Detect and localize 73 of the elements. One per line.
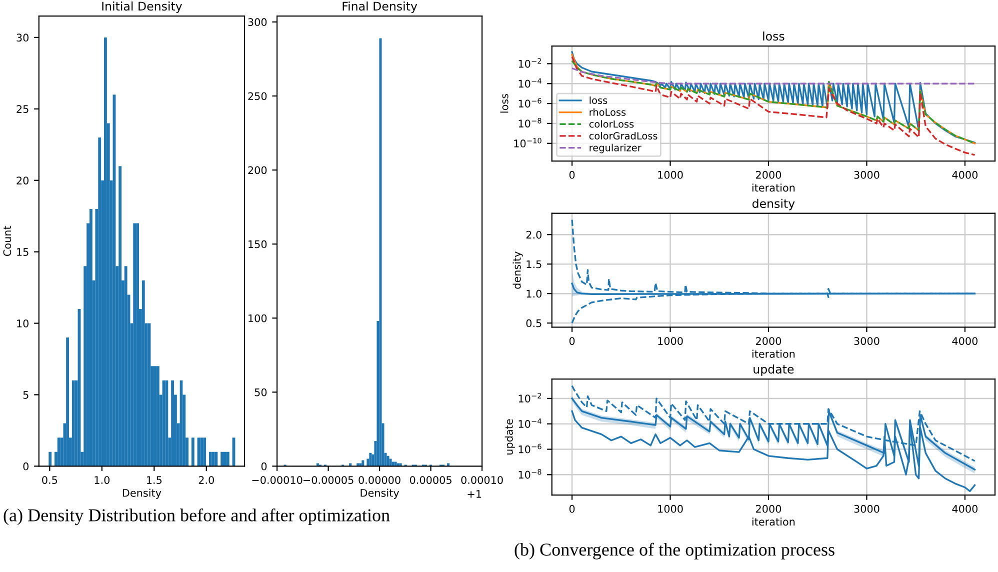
y-tick-label: 5 xyxy=(23,391,28,399)
x-tick-label: 2000 xyxy=(756,337,782,345)
y-tick-label: 10$^{−4}$ xyxy=(518,78,542,88)
x-tick-label: 2.0 xyxy=(198,476,214,484)
legend-label: rhoLoss xyxy=(590,108,626,116)
x-axis-title: Density xyxy=(122,488,162,499)
legend-label: colorGradLoss xyxy=(589,132,658,140)
x-tick-label: 1.5 xyxy=(147,476,162,484)
x-tick-label: 2000 xyxy=(756,504,782,513)
y-tick-label: 10$^{−4}$ xyxy=(518,418,542,428)
y-tick-label: 20 xyxy=(16,176,29,184)
y-tick-label: 15 xyxy=(17,248,28,256)
y-tick-label: 0 xyxy=(23,462,29,470)
x-tick-label: 0 xyxy=(569,504,575,513)
chart-title: Final Density xyxy=(342,1,418,13)
x-tick-label: 0.00000 xyxy=(358,476,400,484)
y-tick-label: 200 xyxy=(248,166,267,174)
x-tick-label: 2000 xyxy=(756,170,782,179)
chart-title: loss xyxy=(763,32,784,41)
x-tick-label: 0.00005 xyxy=(410,476,452,484)
x-tick-label: 4000 xyxy=(952,504,978,513)
y-tick-label: 10$^{−8}$ xyxy=(518,469,542,479)
y-tick-label: 10$^{−8}$ xyxy=(518,118,542,128)
x-axis-title: iteration xyxy=(752,184,795,192)
y-tick-label: 250 xyxy=(248,92,267,100)
x-axis-title: iteration xyxy=(752,518,795,526)
legend-label: regularizer xyxy=(590,144,642,154)
x-tick-label: 0 xyxy=(569,337,575,345)
y-tick-label: 30 xyxy=(16,34,29,42)
y-tick-label: 50 xyxy=(254,388,267,396)
x-tick-label: 0 xyxy=(569,170,575,179)
chart-title: update xyxy=(754,364,794,376)
y-tick-label: 300 xyxy=(248,18,267,26)
x-tick-label: 1.0 xyxy=(94,476,110,484)
text: +1 xyxy=(468,490,482,498)
x-tick-label: 1000 xyxy=(658,337,683,345)
y-tick-label: 10$^{−6}$ xyxy=(518,98,542,108)
x-tick-label: 1000 xyxy=(658,504,683,513)
x-axis-title: iteration xyxy=(752,350,795,358)
x-tick-label: 1000 xyxy=(658,170,683,179)
x-tick-label: −0.00005 xyxy=(303,476,354,484)
legend-label: loss xyxy=(590,96,608,104)
y-tick-label: 10$^{−6}$ xyxy=(518,444,542,454)
y-tick-label: 150 xyxy=(248,240,267,248)
x-tick-label: 3000 xyxy=(854,504,880,513)
x-tick-label: −0.00010 xyxy=(252,476,302,484)
x-tick-label: 4000 xyxy=(952,170,978,179)
text: (a) Density Distribution before and after optimization xyxy=(4,508,390,526)
y-tick-label: 10$^{−10}$ xyxy=(514,138,542,148)
y-tick-label: 100 xyxy=(248,314,267,322)
x-tick-label: 0.5 xyxy=(42,476,58,484)
y-tick-label: 1.0 xyxy=(526,290,542,298)
y-axis-title: loss xyxy=(500,94,508,113)
y-axis-title: density xyxy=(512,251,523,289)
x-tick-label: 0.00010 xyxy=(461,476,503,484)
y-tick-label: 1.5 xyxy=(526,260,542,268)
legend-label: colorLoss xyxy=(589,120,634,128)
y-tick-label: 10$^{−2}$ xyxy=(518,58,542,68)
text: (b) Convergence of the optimization process xyxy=(514,542,834,560)
x-tick-label: 3000 xyxy=(854,170,880,179)
x-tick-label: 4000 xyxy=(952,337,978,345)
y-tick-label: 25 xyxy=(16,105,28,114)
y-tick-label: 2.0 xyxy=(526,230,542,239)
y-tick-label: 10$^{−2}$ xyxy=(518,392,542,402)
x-axis-title: Density xyxy=(360,488,400,499)
chart-title: density xyxy=(752,198,795,210)
y-tick-label: 10 xyxy=(17,319,29,328)
y-tick-label: 0 xyxy=(261,462,267,470)
chart-title: Initial Density xyxy=(102,1,182,13)
y-axis-title: update xyxy=(504,419,515,454)
y-tick-label: 0.5 xyxy=(526,319,542,328)
y-axis-title: Count xyxy=(3,226,12,256)
x-tick-label: 3000 xyxy=(854,337,880,345)
